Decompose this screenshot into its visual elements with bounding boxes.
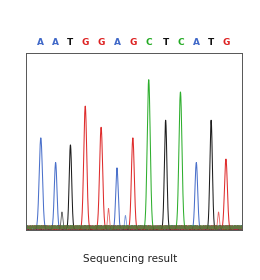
Text: C: C: [177, 38, 184, 47]
Text: A: A: [113, 38, 120, 47]
Text: T: T: [162, 38, 169, 47]
Text: C: C: [145, 38, 152, 47]
Text: T: T: [208, 38, 214, 47]
Text: G: G: [129, 38, 136, 47]
Text: G: G: [82, 38, 89, 47]
Text: A: A: [52, 38, 59, 47]
Text: Sequencing result: Sequencing result: [83, 254, 177, 264]
Text: T: T: [67, 38, 74, 47]
Text: G: G: [98, 38, 105, 47]
Text: A: A: [37, 38, 44, 47]
Text: A: A: [193, 38, 200, 47]
Text: G: G: [222, 38, 230, 47]
